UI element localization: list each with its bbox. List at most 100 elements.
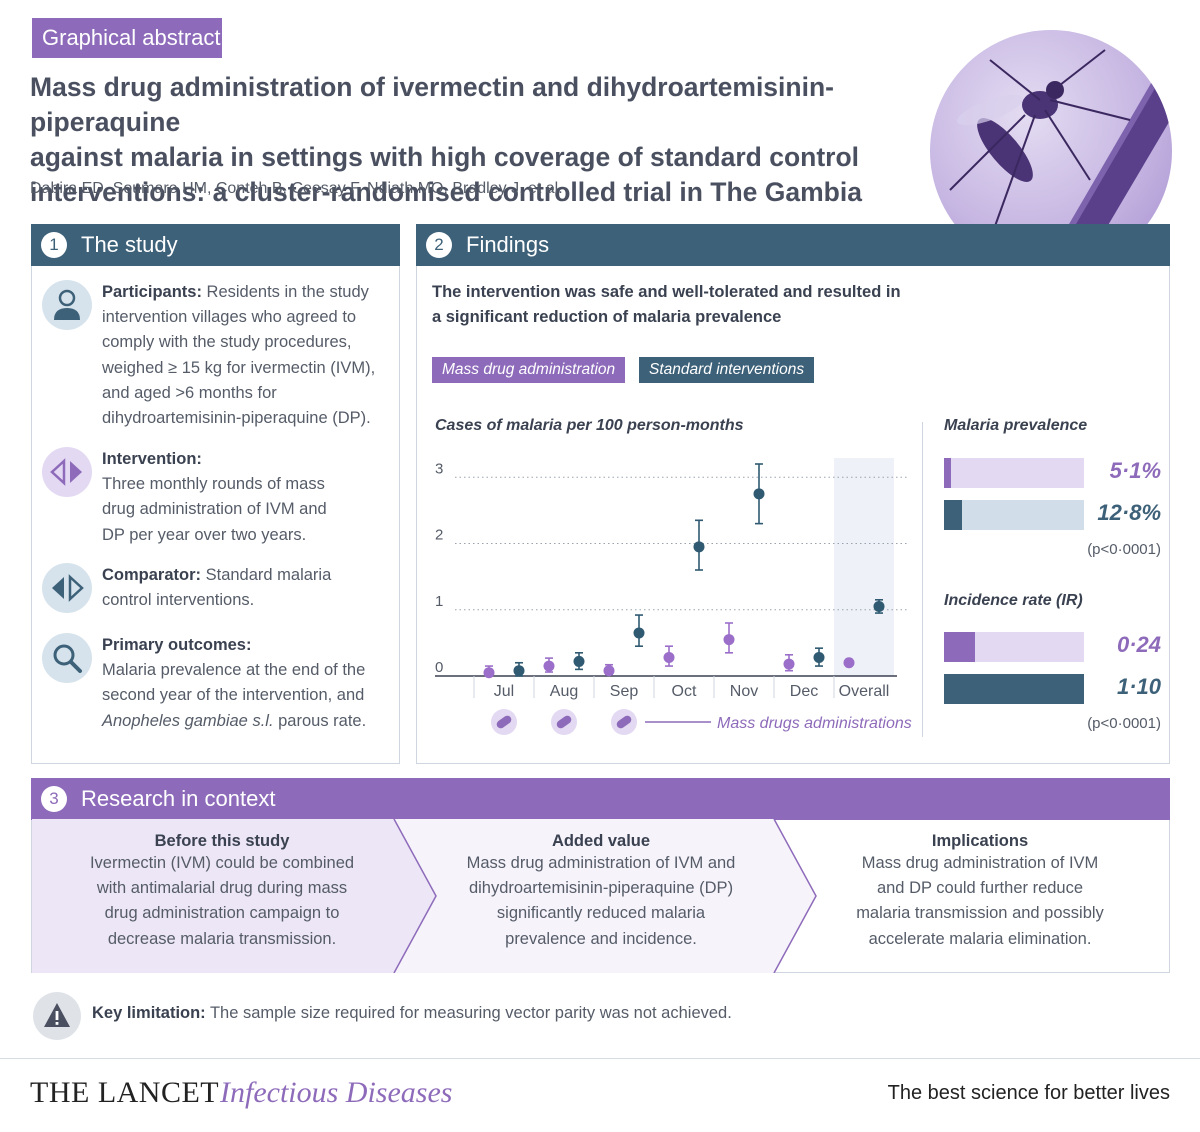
intervention-label: Intervention:	[102, 450, 202, 468]
outcomes-tail: parous rate.	[273, 711, 367, 730]
data-point	[843, 657, 855, 669]
study-header: 1 The study	[31, 224, 400, 266]
data-point	[573, 655, 585, 667]
arrows-icon	[42, 447, 92, 497]
participants-line: weighed ≥ 15 kg for ivermectin (IVM),	[102, 358, 376, 377]
lead-line: a significant reduction of malaria preva…	[432, 308, 782, 326]
data-point	[543, 660, 555, 672]
data-point	[513, 665, 525, 677]
intervention-line: DP per year over two years.	[102, 525, 307, 544]
prevalence-mda-value: 5·1%	[1109, 458, 1161, 483]
species-name: Anopheles gambiae s.l.	[102, 711, 274, 730]
x-tick-label: Sep	[610, 683, 639, 700]
implications-line: accelerate malaria elimination.	[868, 929, 1092, 948]
x-tick-label: Oct	[672, 683, 697, 700]
outcomes-line: second year of the intervention, and	[102, 686, 365, 705]
title-line: against malaria in settings with high co…	[30, 142, 860, 172]
mda-legend-label: Mass drugs administrations	[717, 715, 912, 732]
section-number: 2	[426, 232, 452, 258]
context-arrows	[32, 819, 817, 973]
intervention-line: Three monthly rounds of mass	[102, 475, 325, 494]
y-tick-label: 0	[435, 659, 443, 676]
study-panel: 1 The study Participants: Residents in t…	[31, 224, 400, 764]
person-icon	[42, 280, 92, 330]
outcomes-line: Malaria prevalence at the end of the	[102, 661, 366, 680]
prevalence-mda-bar	[944, 458, 1084, 488]
key-limitation: Key limitation: The sample size required…	[92, 1004, 732, 1023]
incidence-standard-value: 1·10	[1116, 674, 1161, 699]
chart-title: Cases of malaria per 100 person-months	[435, 417, 744, 434]
incidence-title: Incidence rate (IR)	[944, 592, 1083, 609]
x-tick-label: Aug	[550, 683, 578, 700]
participants-line: and aged >6 months for	[102, 383, 277, 402]
graphical-abstract-badge: Graphical abstract	[32, 18, 222, 58]
x-tick-label: Jul	[494, 683, 514, 700]
incidence-mda-bar	[944, 632, 1084, 662]
x-tick-label: Overall	[839, 683, 890, 700]
participants-label: Participants:	[102, 283, 202, 301]
findings-lead: The intervention was safe and well-toler…	[432, 280, 932, 330]
x-tick-label: Dec	[790, 683, 818, 700]
section-number: 3	[41, 786, 67, 812]
implications-title: Implications	[931, 832, 1029, 850]
footer-divider	[0, 1058, 1200, 1059]
arrows-icon	[42, 563, 92, 613]
prevalence-title: Malaria prevalence	[944, 417, 1088, 434]
data-point	[633, 627, 645, 639]
context-heading: Research in context	[81, 786, 276, 811]
journal-name: Infectious Diseases	[220, 1076, 453, 1109]
participants-first-line: Participants: Residents in the study	[102, 280, 392, 305]
data-point	[753, 488, 765, 500]
comparator-label: Comparator:	[102, 566, 202, 584]
lead-line: The intervention was safe and well-toler…	[432, 283, 901, 301]
before-title: Before this study	[154, 832, 290, 850]
prevalence-standard-value: 12·8%	[1097, 500, 1161, 525]
participants-text: Residents in the study	[206, 283, 369, 301]
incidence-mda-value: 0·24	[1116, 632, 1161, 657]
context-header: 3 Research in context	[31, 778, 1170, 820]
implications-line: Mass drug administration of IVM	[861, 854, 1099, 872]
y-tick-label: 2	[435, 527, 443, 544]
pill-shape	[496, 715, 512, 729]
before-study: Before this study Ivermectin (IVM) could…	[32, 819, 412, 973]
warning-icon	[33, 992, 81, 1040]
pill-shape	[556, 715, 572, 729]
data-point	[693, 541, 705, 553]
before-line: Ivermectin (IVM) could be combined	[89, 854, 355, 872]
incidence-p-value: (p<0·0001)	[1087, 715, 1161, 732]
mda-legend-tag: Mass drug administration	[432, 357, 626, 383]
y-tick-label: 3	[435, 460, 443, 477]
findings-heading: Findings	[466, 232, 550, 257]
intervention-line: drug administration of IVM and	[102, 500, 327, 519]
data-point	[783, 658, 795, 670]
participants-line: intervention villages who agreed to	[102, 308, 357, 327]
prevalence-mda-fill	[944, 458, 951, 488]
prevalence-p-value: (p<0·0001)	[1087, 541, 1161, 558]
y-tick-label: 1	[435, 593, 443, 610]
added-line: significantly reduced malaria	[496, 904, 706, 923]
implications-line: and DP could further reduce	[876, 879, 1084, 898]
incidence-mda-fill	[944, 632, 975, 662]
comparator-line: control interventions.	[102, 591, 255, 610]
prevalence-standard-bar	[944, 500, 1084, 530]
comparator-text: Standard malaria	[205, 566, 332, 584]
title-line: Mass drug administration of ivermectin a…	[30, 72, 834, 137]
data-point	[723, 634, 735, 646]
prevalence-standard-fill	[944, 500, 962, 530]
incidence-standard-bar	[944, 674, 1084, 704]
added-title: Added value	[551, 832, 651, 850]
data-point	[603, 665, 615, 677]
participants-line: dihydroartemisinin-piperaquine (DP).	[102, 409, 371, 428]
overall-band	[834, 458, 894, 676]
tagline: The best science for better lives	[887, 1082, 1170, 1104]
data-point	[873, 600, 885, 612]
context-panel: 3 Research in context Before this study …	[31, 778, 1170, 973]
limitation-text: The sample size required for measuring v…	[205, 1004, 732, 1022]
added-line: dihydroartemisinin-piperaquine (DP)	[468, 879, 734, 898]
before-line: with antimalarial drug during mass	[96, 879, 348, 898]
before-line: drug administration campaign to	[104, 904, 340, 923]
findings-panel: 2 Findings The intervention was safe and…	[416, 224, 1170, 764]
data-point	[813, 651, 825, 663]
implications: Implications Mass drug administration of…	[790, 819, 1170, 973]
data-point	[663, 651, 675, 663]
